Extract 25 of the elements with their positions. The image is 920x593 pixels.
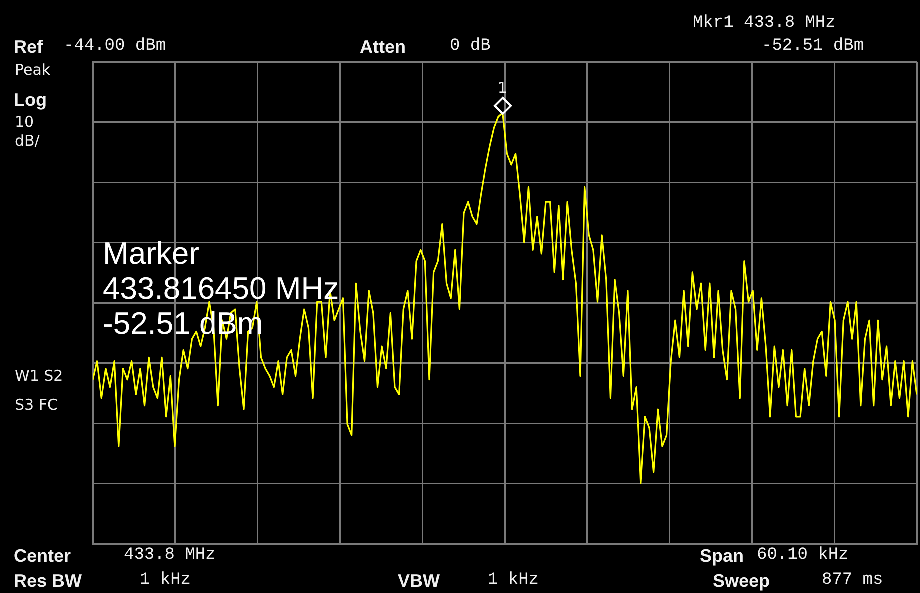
text: W1 S2 (15, 367, 64, 385)
text: VBW (398, 571, 440, 591)
text: Log (14, 90, 47, 110)
text: Sweep (713, 571, 770, 591)
text: 1 kHz (140, 571, 192, 590)
text: Span (700, 546, 744, 566)
text: Center (14, 546, 72, 566)
text: -52.51 dBm (762, 37, 864, 56)
text: Ref (14, 37, 44, 57)
text: S3 FC (15, 396, 58, 414)
text: Res BW (14, 571, 82, 591)
text: Peak (15, 61, 51, 79)
text: Mkr1 433.8 MHz (693, 14, 836, 33)
text: 1 kHz (488, 571, 540, 590)
text: Atten (360, 37, 406, 57)
text: dB/ (15, 132, 40, 150)
annotation: 1 (498, 79, 508, 98)
text: 0 dB (450, 37, 491, 56)
text: 433.8 MHz (124, 546, 216, 565)
annotation: 433.816450 MHz (103, 271, 340, 306)
text: 877 ms (822, 571, 884, 590)
text: -44.00 dBm (64, 37, 166, 56)
text: 60.10 kHz (757, 546, 849, 565)
annotation: Marker (103, 236, 200, 271)
text: 10 (15, 113, 34, 131)
